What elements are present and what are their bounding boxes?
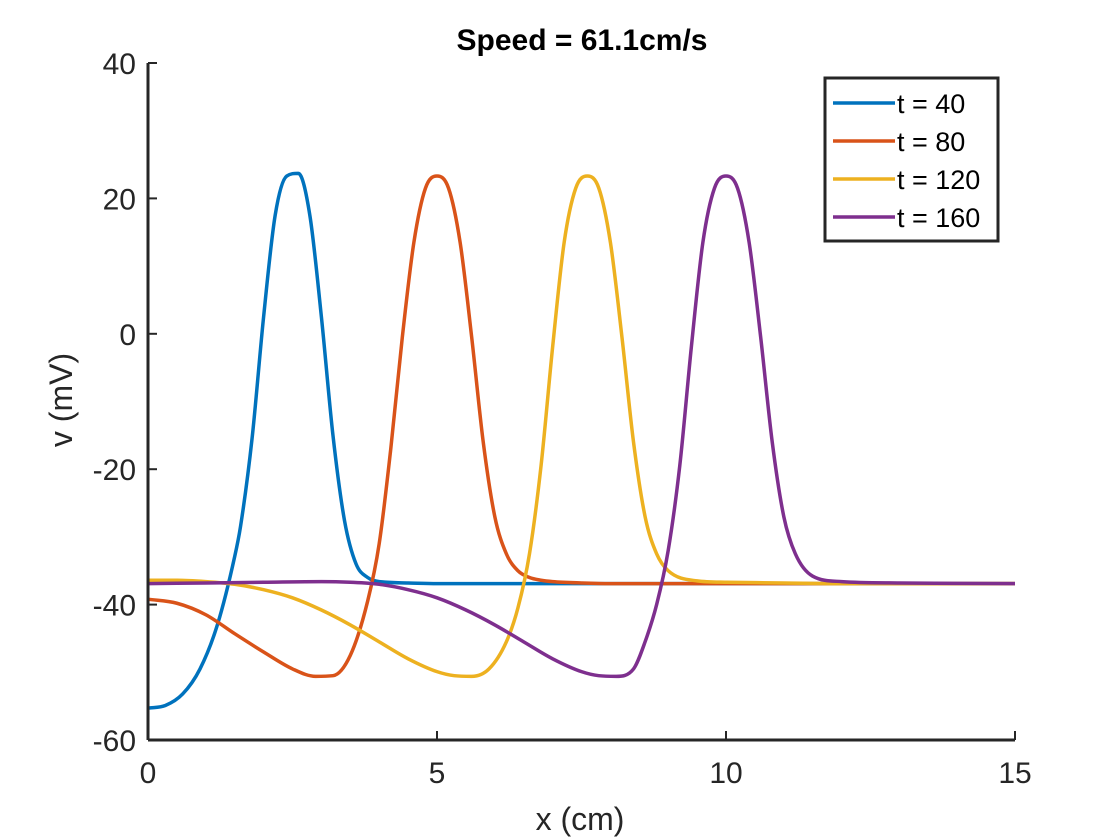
legend-box [823,76,1000,243]
y-tick-label: 0 [119,319,136,352]
x-tick-label: 0 [140,757,157,790]
chart-title: Speed = 61.1cm/s [457,24,708,57]
series-layer [147,171,1016,710]
y-tick-label: -40 [93,590,136,623]
legend-label-2: t = 80 [897,127,965,157]
x-tick-label: 10 [709,757,742,790]
plot-area: 0 5 10 15 -60 -40 -20 0 20 40 [93,48,1032,790]
axes-layer: 0 5 10 15 -60 -40 -20 0 20 40 [93,48,1032,790]
y-axis-label: v (mV) [43,353,79,447]
x-tick-label: 5 [429,757,446,790]
x-axis-label: x (cm) [536,801,625,837]
legend: t = 40 t = 80 t = 120 t = 160 [823,76,1000,243]
legend-label-4: t = 160 [897,203,980,233]
series-line-4 [147,174,1016,679]
legend-label-3: t = 120 [897,165,980,195]
y-tick-label: 20 [103,183,136,216]
series-line-2 [147,174,1015,679]
x-tick-label: 15 [998,757,1031,790]
legend-label-1: t = 40 [897,89,965,119]
y-tick-label: 40 [103,48,136,81]
y-tick-label: -60 [93,725,136,758]
y-tick-label: -20 [93,454,136,487]
